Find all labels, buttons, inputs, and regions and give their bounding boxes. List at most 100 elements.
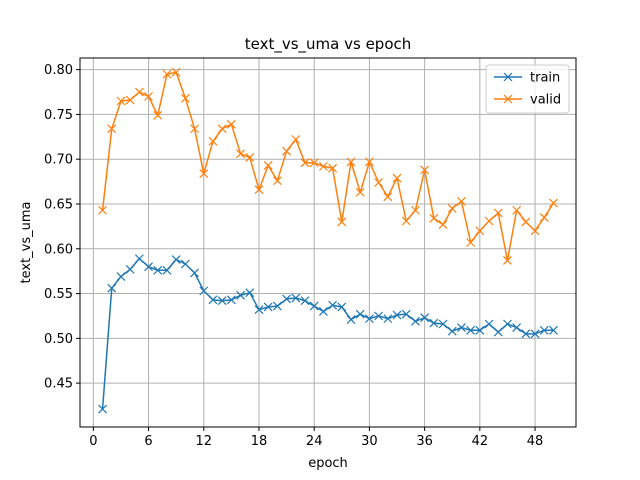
data-point-valid — [263, 161, 273, 170]
data-point-train — [217, 296, 227, 306]
data-point-train — [429, 318, 439, 328]
data-point-train — [309, 301, 319, 311]
data-point-valid — [153, 110, 163, 120]
data-point-train — [401, 309, 411, 319]
data-point-valid — [134, 87, 144, 97]
data-point-valid — [429, 213, 439, 223]
legend-label-train: train — [530, 71, 560, 86]
data-point-valid — [291, 135, 301, 144]
data-point-train — [328, 300, 338, 310]
data-point-train — [263, 302, 273, 312]
data-point-train — [475, 325, 485, 335]
data-point-valid — [144, 92, 153, 101]
y-tick-label: 0.70 — [44, 153, 73, 168]
data-point-valid — [98, 205, 107, 215]
data-point-train — [236, 290, 246, 300]
data-point-train — [116, 272, 126, 281]
data-point-train — [484, 319, 494, 329]
data-point-valid — [171, 67, 181, 77]
data-point-valid — [364, 157, 374, 167]
data-point-valid — [162, 69, 172, 79]
y-tick-label: 0.60 — [44, 242, 73, 257]
data-point-train — [530, 329, 540, 339]
data-point-train — [355, 309, 365, 319]
x-tick-label: 48 — [527, 434, 544, 449]
legend-label-valid: valid — [530, 93, 561, 108]
data-point-train — [208, 295, 218, 305]
data-point-valid — [493, 208, 503, 218]
series-line-train — [101, 257, 554, 410]
data-point-valid — [217, 124, 227, 134]
data-point-valid — [125, 95, 135, 105]
legend-marker-train — [503, 72, 513, 82]
y-tick-label: 0.50 — [44, 332, 73, 347]
data-point-train — [503, 319, 512, 329]
data-point-train — [272, 301, 282, 311]
data-point-train — [374, 311, 384, 321]
data-point-valid — [383, 192, 393, 202]
chart-title: text_vs_uma vs epoch — [245, 35, 412, 54]
data-point-valid — [190, 124, 199, 134]
data-point-valid — [447, 204, 457, 213]
data-point-train — [420, 313, 430, 323]
data-point-valid — [116, 96, 126, 106]
data-point-valid — [355, 187, 365, 197]
data-point-train — [512, 323, 522, 333]
series-train — [98, 254, 558, 414]
data-point-train — [521, 329, 531, 339]
data-point-train — [438, 319, 448, 329]
x-tick-label: 42 — [472, 434, 489, 449]
data-point-valid — [309, 158, 319, 168]
grid — [80, 58, 576, 427]
data-point-train — [410, 316, 420, 326]
data-point-valid — [503, 255, 512, 265]
data-point-train — [125, 264, 135, 274]
data-point-valid — [549, 198, 558, 208]
data-point-train — [549, 325, 558, 335]
plot-series — [98, 67, 558, 414]
data-point-train — [346, 315, 356, 324]
data-point-valid — [300, 158, 310, 168]
data-point-valid — [512, 205, 522, 215]
y-axis-label: text_vs_uma — [19, 202, 34, 284]
data-point-train — [383, 314, 393, 324]
data-point-valid — [374, 178, 384, 187]
data-point-valid — [475, 226, 485, 236]
data-point-valid — [245, 152, 255, 162]
x-tick-label: 0 — [89, 434, 97, 449]
data-point-train — [300, 296, 310, 306]
data-point-valid — [438, 220, 448, 230]
x-axis-label: epoch — [308, 456, 348, 471]
data-point-train — [282, 294, 292, 304]
data-point-train — [291, 293, 301, 303]
data-point-train — [337, 302, 347, 312]
legend-marker-valid — [503, 94, 513, 104]
data-point-train — [144, 262, 153, 272]
data-point-valid — [226, 119, 236, 129]
x-tick-label: 18 — [251, 434, 268, 449]
data-point-valid — [328, 163, 338, 173]
data-point-valid — [107, 124, 117, 134]
axis-ticks: 0 6 12 18 24 30 36 42 48 0.45 0.50 0.55 0.60 0.65 0.70… — [44, 63, 543, 449]
series-valid — [98, 67, 558, 265]
data-point-valid — [272, 176, 282, 186]
y-tick-label: 0.45 — [44, 377, 73, 392]
data-point-train — [466, 325, 476, 335]
data-point-valid — [410, 205, 420, 215]
data-point-valid — [457, 196, 466, 206]
data-point-valid — [392, 173, 402, 183]
data-point-train — [226, 295, 236, 305]
data-point-train — [364, 314, 374, 324]
data-point-valid — [521, 217, 531, 227]
y-tick-label: 0.65 — [44, 197, 73, 212]
x-tick-label: 24 — [306, 434, 323, 449]
data-point-train — [134, 254, 144, 264]
data-point-valid — [199, 169, 209, 178]
plot-frame — [79, 57, 577, 428]
x-tick-label: 6 — [144, 434, 152, 449]
data-point-train — [190, 268, 199, 278]
data-point-train — [107, 283, 117, 293]
data-point-train — [245, 288, 255, 298]
data-point-train — [447, 326, 457, 336]
data-point-valid — [420, 165, 430, 175]
